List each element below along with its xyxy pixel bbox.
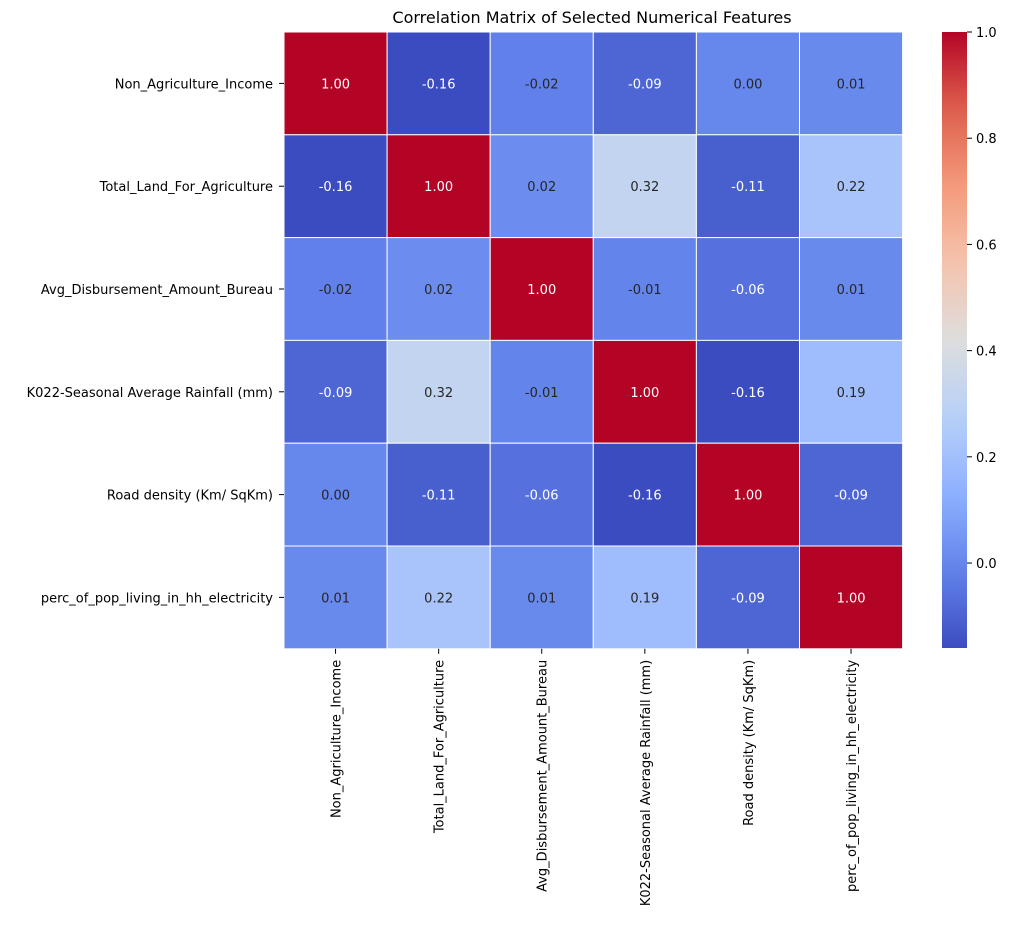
cell-value-label: 0.00 [733,77,762,92]
heatmap-cell [592,237,697,341]
colorbar-tick-label: 0.2 [976,451,997,466]
column-label: perc_of_pop_living_in_hh_electricity [845,659,860,891]
cell-value-label: -0.09 [731,591,765,606]
colorbar: 0.0 0.2 0.4 0.6 0.8 1.0 [942,26,997,648]
heatmap-cell [695,442,801,547]
cell-value-label: -0.11 [731,180,765,195]
cell-value-label: 0.00 [321,489,350,504]
heatmap-cell [489,339,594,444]
cell-value-label: -0.09 [319,386,353,401]
heatmap-cell [386,339,491,444]
cell-value-label: -0.01 [628,283,662,298]
cell-value-label: -0.02 [525,77,559,92]
cell-value-label: 0.02 [424,283,453,298]
heatmap-cell [283,442,388,547]
cell-value-label: 0.32 [424,386,453,401]
cell-value-label: 0.01 [321,591,350,606]
cell-value-label: 0.01 [837,283,866,298]
column-label: Road density (Km/ SqKm) [742,660,757,826]
cell-value-label: -0.16 [422,77,456,92]
heatmap-cell [695,237,801,341]
heatmap-cell [386,134,491,239]
cell-value-label: -0.09 [834,489,868,504]
column-label: Non_Agriculture_Income [330,660,345,818]
cell-value-label: -0.16 [628,489,662,504]
heatmap-cell [592,134,697,239]
cell-value-label: -0.16 [319,180,353,195]
colorbar-gradient [942,32,967,648]
cell-value-label: -0.06 [525,489,559,504]
cell-value-label: 1.00 [630,386,659,401]
heatmap-cell [695,545,801,650]
cell-value-label: 1.00 [527,283,556,298]
cell-value-label: 1.00 [837,591,866,606]
cell-value-label: 0.01 [527,591,556,606]
heatmap-cell [283,31,388,136]
cell-value-label: 0.22 [837,180,866,195]
cell-value-label: 1.00 [321,77,350,92]
cell-value-label: 1.00 [424,180,453,195]
column-labels: Non_Agriculture_Income Total_Land_For_Agr… [330,648,860,906]
row-label: Non_Agriculture_Income [115,77,273,92]
cell-value-label: 0.02 [527,180,556,195]
row-label: perc_of_pop_living_in_hh_electricity [41,591,273,606]
row-label: K022-Seasonal Average Rainfall (mm) [27,386,273,401]
colorbar-tick-label: 0.4 [976,345,997,360]
cell-value-label: 0.19 [630,591,659,606]
cell-value-label: 0.22 [424,591,453,606]
row-label: Avg_Disbursement_Amount_Bureau [41,283,273,298]
heatmap-cell [799,339,904,444]
row-labels: Non_Agriculture_Income Total_Land_For_Agr… [27,77,284,606]
heatmap-cell [283,545,388,650]
column-label: K022-Seasonal Average Rainfall (mm) [639,660,654,906]
heatmap-cells [283,31,904,650]
heatmap-cell [592,31,697,136]
heatmap-cell [695,31,801,136]
heatmap-cell [592,442,697,547]
colorbar-tick-label: 0.6 [976,238,997,253]
colorbar-tick-label: 1.0 [976,26,997,41]
cell-annotations: 1.00 -0.16 -0.02 -0.09 0.00 0.01 -0.16 1.00 0.02… [319,77,868,606]
heatmap-cell [799,134,904,239]
row-label: Road density (Km/ SqKm) [107,489,273,504]
heatmap-cell [799,31,904,136]
heatmap-cell [386,237,491,341]
heatmap-cell [489,442,594,547]
cell-value-label: 1.00 [733,489,762,504]
cell-value-label: 0.01 [837,77,866,92]
cell-value-label: -0.09 [628,77,662,92]
heatmap-cell [283,237,388,341]
heatmap-cell [283,339,388,444]
heatmap-cell [489,31,594,136]
heatmap-cell [799,237,904,341]
cell-value-label: -0.11 [422,489,456,504]
heatmap-cell [799,442,904,547]
heatmap-cell [489,237,594,341]
heatmap-cell [592,339,697,444]
row-label: Total_Land_For_Agriculture [99,180,273,195]
heatmap-cell [799,545,904,650]
heatmap-cell [386,31,491,136]
cell-value-label: 0.19 [837,386,866,401]
colorbar-tick-label: 0.8 [976,132,997,147]
cell-value-label: -0.06 [731,283,765,298]
column-label: Total_Land_For_Agriculture [433,660,448,834]
cell-value-label: -0.01 [525,386,559,401]
colorbar-tick-label: 0.0 [976,557,997,572]
cell-value-label: -0.02 [319,283,353,298]
heatmap-cell [695,339,801,444]
cell-value-label: 0.32 [630,180,659,195]
chart-title: Correlation Matrix of Selected Numerical… [392,8,791,27]
cell-value-label: -0.16 [731,386,765,401]
column-label: Avg_Disbursement_Amount_Bureau [536,660,551,892]
